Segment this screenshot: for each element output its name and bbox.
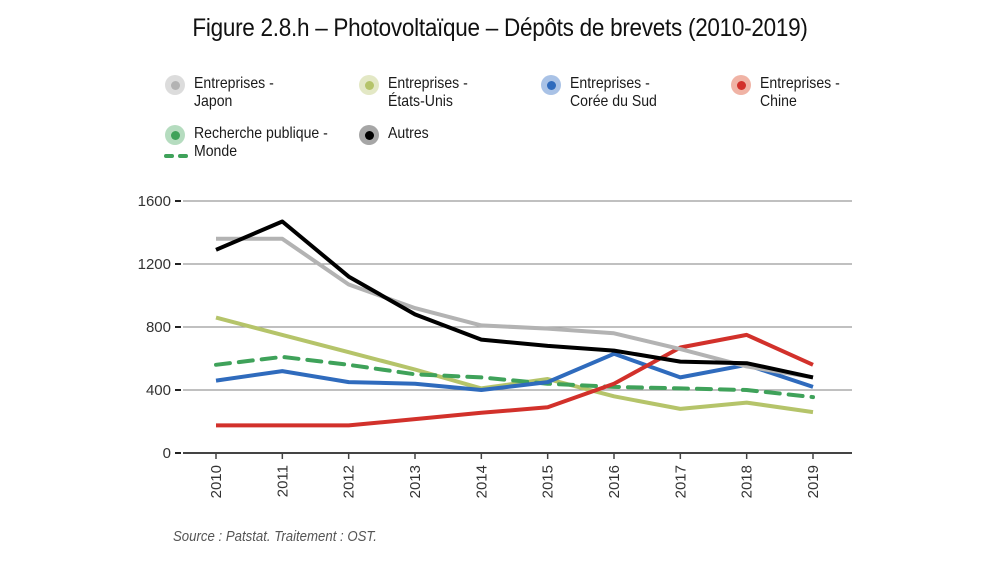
legend-label: Entreprises - États-Unis: [388, 75, 468, 110]
x-tick-label: 2019: [805, 465, 822, 498]
chart-title: Figure 2.8.h – Photovoltaïque – Dépôts d…: [192, 14, 808, 42]
y-tick-label: 400: [146, 382, 171, 399]
legend-item-autres: Autres: [358, 125, 434, 146]
y-tick-label: 1200: [138, 256, 171, 273]
legend-marker-icon: [358, 124, 380, 146]
series-line-autres: [215, 219, 814, 380]
legend-item-japon: Entreprises - Japon: [164, 75, 285, 111]
series-line-entreprises-cor-e-du-sud: [215, 351, 814, 392]
legend-label: Entreprises - Chine: [760, 75, 840, 110]
x-tick-label: 2016: [606, 465, 623, 498]
legend-marker-icon: [358, 74, 380, 96]
legend-dash-icon: [164, 154, 188, 158]
legend-marker-icon: [540, 74, 562, 96]
legend-label: Entreprises - Japon: [194, 75, 274, 110]
x-tick-label: 2011: [274, 465, 291, 497]
legend-item-etats-unis: Entreprises - États-Unis: [358, 75, 479, 111]
legend-item-chine: Entreprises - Chine: [730, 75, 851, 111]
series-line-entreprises-tats-unis: [215, 315, 814, 415]
legend-label: Recherche publique - Monde: [194, 125, 328, 160]
legend-item-coree-du-sud: Entreprises - Corée du Sud: [540, 75, 669, 111]
series-line-entreprises-chine: [216, 332, 814, 428]
y-tick-label: 1600: [138, 193, 171, 210]
legend-label: Entreprises - Corée du Sud: [570, 75, 657, 110]
x-tick-label: 2015: [540, 465, 557, 498]
y-tick-label: 0: [163, 445, 171, 462]
source-note: Source : Patstat. Traitement : OST.: [173, 528, 377, 545]
x-tick-label: 2013: [407, 465, 424, 498]
legend-marker-icon: [730, 74, 752, 96]
legend-item-recherche-publique: Recherche publique - Monde: [164, 125, 346, 161]
x-tick-label: 2012: [341, 465, 358, 498]
x-tick-label: 2017: [672, 465, 689, 498]
x-tick-label: 2014: [473, 465, 490, 498]
legend-marker-icon: [164, 74, 186, 96]
legend-marker-icon: [164, 124, 186, 146]
x-tick-label: 2010: [208, 465, 225, 498]
y-tick-label: 800: [146, 319, 171, 336]
legend-label: Autres: [388, 125, 429, 142]
series-line-recherche-publique-monde: [214, 354, 815, 400]
x-tick-label: 2018: [739, 465, 756, 498]
series-line-entreprises-japon: [216, 236, 814, 380]
